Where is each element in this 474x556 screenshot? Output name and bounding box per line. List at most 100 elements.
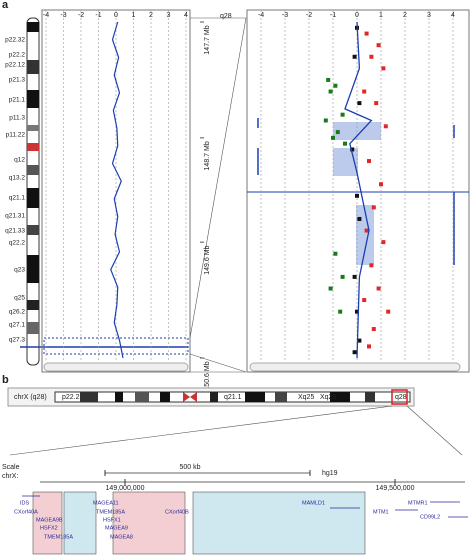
probe-point	[367, 344, 371, 349]
x-tick-label: 0	[355, 12, 359, 19]
band-label: q25	[14, 295, 25, 302]
probe-point	[352, 54, 357, 59]
x-tick-label: -4	[43, 12, 49, 19]
zoom-line	[406, 405, 463, 456]
band-label: q22.2	[9, 240, 26, 247]
probe-point	[374, 101, 379, 106]
band-label: p22.12	[5, 62, 25, 69]
probe-point	[350, 147, 355, 152]
probe-point	[357, 216, 362, 221]
band-label: q26.2	[9, 309, 26, 316]
probe-point	[381, 66, 386, 71]
band-label: q13.2	[9, 175, 26, 182]
chrom-label: chrX (q28)	[14, 394, 47, 401]
chrom-coord: chrX:	[2, 473, 18, 480]
x-tick-label: -1	[95, 12, 101, 19]
probe-point	[381, 240, 386, 245]
mb-tick-label: 148.7 Mb	[204, 141, 211, 170]
band-label: q23	[14, 267, 25, 274]
x-tick-label: 0	[114, 12, 118, 19]
gene-label: HSFX1	[103, 517, 121, 523]
probe-point	[369, 263, 374, 268]
gene-label: MAGEA8	[110, 534, 133, 540]
band-label: Xq26	[320, 394, 336, 401]
probe-point	[357, 101, 362, 106]
probe-point	[357, 338, 362, 343]
probe-point	[328, 89, 333, 94]
x-tick-label: 4	[451, 12, 455, 19]
band-label: p21.1	[9, 97, 26, 104]
cnv-region	[192, 491, 366, 555]
probe-point	[333, 83, 338, 88]
x-tick-label: 4	[184, 12, 188, 19]
x-tick-label: -3	[60, 12, 66, 19]
probe-point	[367, 159, 371, 164]
probe-point	[376, 286, 381, 291]
band-label: q21.31	[5, 213, 25, 220]
probe-point	[340, 274, 345, 279]
ratio-trace	[110, 21, 124, 359]
band-label: q12	[14, 157, 25, 164]
chrom-ideogram	[54, 389, 411, 405]
plots: -4 -4 -3 -3 -2 -2 -1 -1 0 0 1 1 2 2 3 3 4 4 147.7 Mb 148.7 …	[43, 10, 455, 391]
probe-point	[355, 193, 359, 198]
x-tick-label: -3	[282, 12, 288, 19]
gene-label: CD99L2	[420, 514, 440, 520]
probe-point	[362, 89, 367, 94]
gene-label: MAMLD1	[302, 500, 325, 506]
coord-tick: 149,500,000	[376, 485, 415, 492]
cnv-region	[112, 491, 186, 555]
probe-point	[352, 350, 357, 355]
x-tick-label: -1	[330, 12, 336, 19]
x-tick-label: -2	[78, 12, 84, 19]
band-label: q27.1	[9, 322, 26, 329]
gene-label: MAGEA9	[105, 525, 128, 531]
band-label: p22.32	[5, 37, 25, 44]
x-tick-label: 1	[132, 12, 136, 19]
scale-label: Scale	[2, 464, 20, 471]
probe-point	[333, 251, 338, 256]
scrollbar[interactable]	[249, 362, 461, 372]
probe-point	[323, 118, 328, 123]
probe-point	[326, 77, 331, 82]
probe-point	[335, 130, 340, 135]
gene-label: TMEM185A	[96, 509, 125, 515]
panel-label: b	[2, 374, 9, 386]
gene-lines	[22, 495, 468, 518]
x-tick-label: -2	[306, 12, 312, 19]
probe-point	[340, 112, 345, 117]
gene-label: CXorf40B	[165, 509, 189, 515]
gene-label: IDS	[20, 500, 30, 506]
zoom-line	[189, 17, 247, 339]
gene-label: TMEM185A	[44, 534, 73, 540]
scrollbar[interactable]	[43, 362, 189, 372]
x-tick-label: 2	[149, 12, 153, 19]
probe-point	[371, 327, 376, 332]
x-tick-label: 2	[403, 12, 407, 19]
region-label: q28	[220, 13, 232, 20]
gene-label: MAGEA9B	[36, 517, 63, 523]
probe-point	[352, 274, 357, 279]
band-label: Xq25	[298, 394, 314, 401]
assembly: hg19	[322, 470, 338, 477]
mb-tick-label: 147.7 Mb	[204, 25, 211, 54]
ruler	[40, 470, 465, 485]
band-label: p11.3	[9, 115, 25, 122]
band-label: q21.1	[9, 195, 26, 202]
probe-point	[371, 205, 376, 210]
probe-point	[364, 31, 369, 36]
zoom-line	[9, 405, 393, 456]
probe-point	[369, 54, 374, 59]
gene-label: MTMR1	[408, 500, 428, 506]
scale-bar-label: 500 kb	[179, 464, 200, 471]
x-tick-label: -4	[258, 12, 264, 19]
band-label: q21.33	[5, 228, 25, 235]
probe-point	[355, 309, 359, 314]
probe-point	[331, 135, 335, 140]
ideogram	[26, 17, 40, 366]
probe-point	[364, 228, 369, 233]
gene-label: MAGEA11	[93, 500, 119, 506]
probe-point	[376, 43, 381, 48]
gene-label: CXorf40A	[14, 509, 38, 515]
